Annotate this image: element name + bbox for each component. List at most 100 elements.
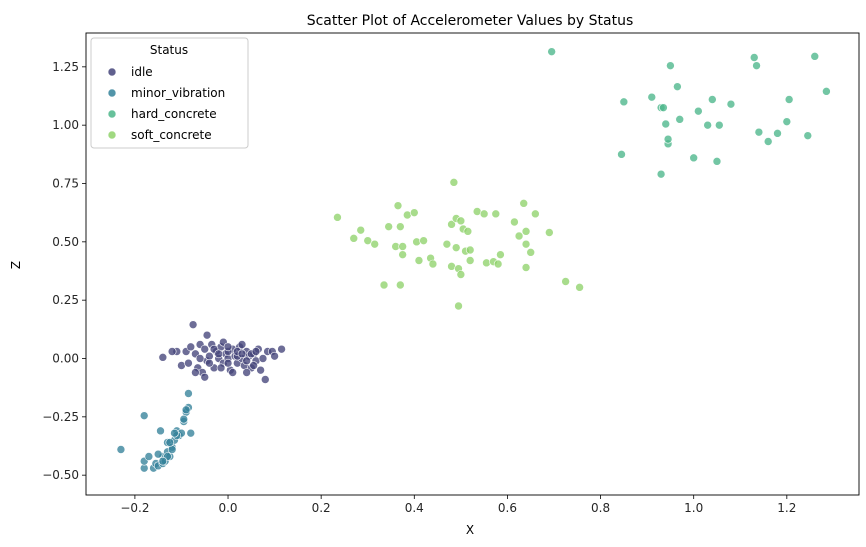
legend-box (90, 37, 249, 149)
legend-marker-idle (107, 67, 117, 77)
point-idle-36 (258, 354, 268, 363)
point-soft_concrete-6 (384, 222, 393, 231)
point-soft_concrete-42 (510, 217, 519, 227)
point-idle-60 (167, 347, 177, 356)
point-soft_concrete-3 (363, 236, 373, 245)
point-idle-1 (202, 330, 212, 340)
point-idle-41 (270, 351, 279, 361)
point-soft_concrete-16 (414, 256, 424, 265)
legend-label-idle: idle (131, 65, 153, 79)
legend-label-minor_vibration: minor_vibration (131, 86, 225, 100)
point-hard_concrete-23 (763, 137, 773, 146)
point-minor_vibration-0 (116, 445, 126, 454)
point-soft_concrete-43 (514, 231, 524, 241)
point-minor_vibration-33 (170, 428, 179, 438)
point-soft_concrete-22 (447, 220, 456, 229)
point-hard_concrete-29 (822, 87, 831, 96)
point-hard_concrete-4 (656, 169, 666, 179)
legend-label-soft_concrete: soft_concrete (131, 128, 212, 142)
points-layer (116, 47, 831, 473)
y-tick-label: 1.25 (52, 60, 79, 74)
point-hard_concrete-24 (773, 129, 782, 138)
point-minor_vibration-31 (153, 449, 163, 459)
point-soft_concrete-11 (398, 250, 407, 259)
point-minor_vibration-8 (156, 426, 165, 436)
point-soft_concrete-20 (442, 239, 452, 249)
point-soft_concrete-36 (479, 209, 489, 219)
point-hard_concrete-28 (810, 52, 820, 61)
point-hard_concrete-19 (726, 99, 736, 109)
y-tick-label: 0.50 (52, 235, 79, 249)
point-hard_concrete-1 (617, 150, 626, 159)
legend-title: Status (150, 43, 188, 57)
point-hard_concrete-0 (547, 47, 556, 56)
point-idle-55 (214, 349, 224, 359)
point-soft_concrete-9 (396, 280, 405, 290)
point-hard_concrete-9 (663, 134, 673, 144)
point-minor_vibration-24 (186, 428, 196, 438)
point-hard_concrete-13 (689, 153, 698, 163)
point-idle-40 (277, 344, 286, 354)
y-tick-label: 1.00 (52, 118, 79, 132)
legend: Status idle minor_vibration hard_concretes… (90, 37, 249, 149)
point-soft_concrete-33 (465, 256, 475, 265)
point-soft_concrete-50 (545, 228, 554, 237)
point-idle-54 (205, 358, 214, 368)
point-hard_concrete-14 (694, 106, 703, 116)
point-hard_concrete-25 (782, 117, 792, 126)
point-hard_concrete-17 (712, 157, 722, 166)
point-hard_concrete-21 (752, 61, 761, 70)
point-soft_concrete-17 (419, 236, 428, 245)
point-hard_concrete-27 (803, 131, 813, 140)
point-hard_concrete-12 (675, 115, 685, 124)
x-tick-label: −0.2 (120, 501, 149, 515)
point-soft_concrete-37 (482, 258, 491, 268)
point-hard_concrete-22 (754, 127, 764, 137)
legend-marker-soft_concrete (107, 130, 117, 140)
point-minor_vibration-23 (184, 389, 193, 398)
point-soft_concrete-34 (465, 245, 475, 255)
point-idle-64 (249, 361, 258, 370)
point-idle-62 (237, 349, 247, 359)
legend-marker-minor_vibration (107, 88, 117, 98)
point-soft_concrete-8 (393, 201, 403, 210)
point-hard_concrete-3 (647, 92, 657, 102)
point-idle-63 (223, 342, 233, 352)
point-soft_concrete-2 (356, 225, 366, 235)
point-soft_concrete-51 (561, 277, 570, 286)
y-axis-label: Z (9, 261, 23, 269)
point-soft_concrete-47 (521, 263, 531, 272)
point-idle-61 (191, 368, 200, 377)
point-minor_vibration-29 (181, 405, 191, 415)
point-idle-49 (216, 363, 226, 373)
point-hard_concrete-10 (666, 61, 675, 70)
y-tick-label: 0.25 (52, 293, 79, 307)
x-tick-label: 0.8 (591, 501, 610, 515)
point-minor_vibration-1 (139, 411, 149, 420)
point-soft_concrete-52 (575, 283, 584, 292)
y-tick-label: 0.00 (52, 352, 79, 366)
point-minor_vibration-32 (165, 438, 175, 447)
point-hard_concrete-11 (673, 82, 682, 91)
point-idle-11 (200, 344, 210, 354)
point-idle-53 (251, 347, 261, 356)
point-hard_concrete-26 (784, 95, 794, 104)
x-tick-label: 1.0 (684, 501, 703, 515)
plot-frame (85, 32, 860, 496)
point-soft_concrete-19 (428, 259, 438, 269)
legend-marker-hard_concrete (107, 109, 117, 119)
point-minor_vibration-28 (179, 414, 189, 424)
point-soft_concrete-4 (370, 239, 380, 249)
point-soft_concrete-46 (521, 239, 531, 249)
x-tick-label: 0.2 (312, 501, 331, 515)
point-idle-37 (260, 375, 270, 384)
point-idle-59 (195, 354, 205, 363)
y-axis: −0.50 −0.25 0.00 0.25 0.50 0.75 1.00 1.25 (42, 60, 86, 482)
point-hard_concrete-15 (703, 120, 712, 130)
point-soft_concrete-14 (409, 208, 419, 217)
point-idle-6 (186, 342, 196, 352)
chart-title: Scatter Plot of Accelerometer Values by … (307, 13, 634, 29)
point-soft_concrete-40 (493, 259, 503, 269)
point-soft_concrete-25 (451, 243, 461, 252)
